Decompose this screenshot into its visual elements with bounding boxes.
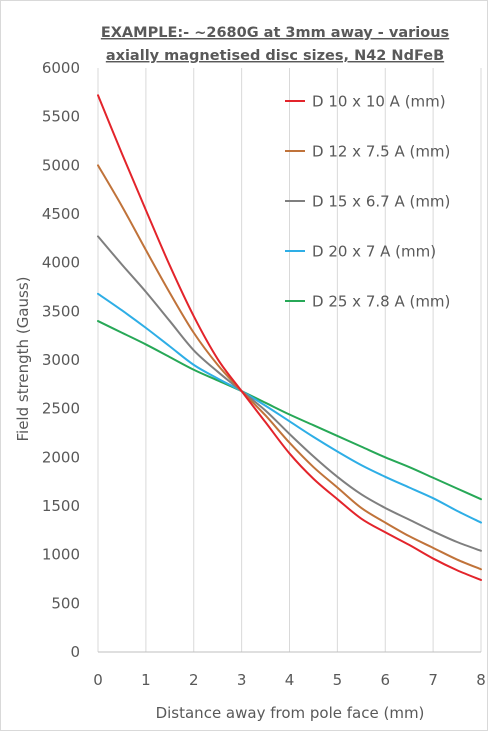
y-tick-label: 1000: [42, 546, 80, 564]
legend-label-2: D 12 x 7.5 A (mm): [312, 143, 450, 161]
series-line-1: [97, 94, 482, 581]
y-tick-label: 4500: [42, 205, 80, 223]
y-tick-label: 3000: [42, 351, 80, 369]
axis-ticks: 0 1 2 3 4 5 6 7 8 0 500 1000 1500 2000 2500 3000 3500 400…: [42, 59, 486, 689]
series-line-5: [97, 320, 482, 501]
x-tick-label: 2: [189, 671, 199, 689]
y-tick-label: 5000: [42, 156, 80, 174]
legend-label-3: D 15 x 6.7 A (mm): [312, 193, 450, 211]
y-tick-label: 2500: [42, 400, 80, 418]
y-tick-label: 3500: [42, 302, 80, 320]
y-tick-label: 6000: [42, 59, 80, 77]
series-lines: [97, 94, 482, 581]
legend-label-1: D 10 x 10 A (mm): [312, 93, 446, 111]
y-tick-label: 1500: [42, 497, 80, 515]
x-tick-label: 5: [333, 671, 343, 689]
y-tick-label: 0: [70, 643, 80, 661]
x-tick-label: 4: [285, 671, 295, 689]
x-tick-label: 0: [93, 671, 103, 689]
legend-label-4: D 20 x 7 A (mm): [312, 243, 436, 261]
series-line-4: [97, 292, 482, 524]
x-tick-label: 7: [428, 671, 438, 689]
x-axis-label: Distance away from pole face (mm): [156, 704, 425, 722]
y-tick-label: 4000: [42, 254, 80, 272]
series-line-2: [97, 164, 482, 571]
x-tick-label: 1: [141, 671, 151, 689]
x-tick-label: 8: [476, 671, 486, 689]
y-tick-label: 2000: [42, 448, 80, 466]
legend-label-5: D 25 x 7.8 A (mm): [312, 293, 450, 311]
chart-title-line-2: axially magnetised disc sizes, N42 NdFeB: [106, 48, 444, 64]
y-tick-label: 5500: [42, 108, 80, 126]
y-axis-label: Field strength (Gauss): [14, 277, 32, 442]
x-tick-label: 3: [237, 671, 247, 689]
legend: D 10 x 10 A (mm) D 12 x 7.5 A (mm) D 15 x …: [285, 93, 450, 311]
series-line-3: [97, 235, 482, 552]
x-tick-label: 6: [380, 671, 390, 689]
chart-title-line-1: EXAMPLE:- ~2680G at 3mm away - various: [101, 25, 449, 41]
y-tick-label: 500: [51, 594, 80, 612]
